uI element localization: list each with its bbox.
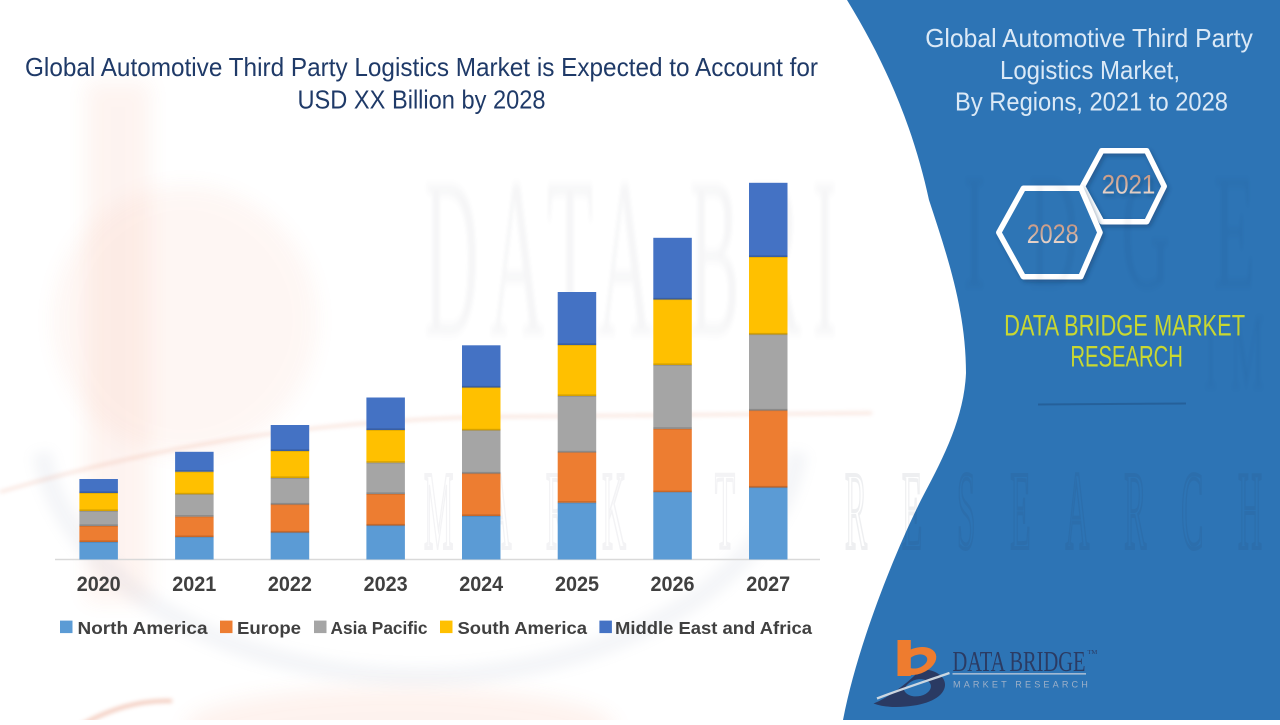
svg-text:Asia Pacific: Asia Pacific (331, 618, 428, 638)
svg-text:South America: South America (458, 618, 588, 638)
svg-text:Global Automotive Third Party: Global Automotive Third Party (925, 23, 1253, 53)
svg-text:By Regions, 2021 to 2028: By Regions, 2021 to 2028 (955, 87, 1228, 117)
svg-text:DATA BRIDGE: DATA BRIDGE (953, 647, 1086, 678)
svg-text:TM: TM (1199, 291, 1272, 412)
svg-text:2027: 2027 (746, 573, 790, 596)
svg-text:DATA BRIDGE MARKET: DATA BRIDGE MARKET (1004, 310, 1245, 343)
svg-text:MARKET RESEARCH: MARKET RESEARCH (953, 680, 1091, 690)
svg-text:Middle East and Africa: Middle East and Africa (615, 618, 812, 638)
svg-text:Global Automotive Third Party: Global Automotive Third Party Logistics … (25, 52, 818, 82)
svg-text:2026: 2026 (651, 573, 695, 596)
svg-text:2021: 2021 (1102, 170, 1156, 200)
svg-text:2021: 2021 (172, 573, 216, 596)
svg-text:2028: 2028 (1027, 219, 1079, 249)
svg-text:RESEARCH: RESEARCH (1070, 341, 1183, 374)
svg-text:Europe: Europe (237, 618, 301, 638)
svg-text:North America: North America (78, 618, 208, 638)
svg-text:2022: 2022 (268, 573, 312, 596)
svg-text:2025: 2025 (555, 573, 599, 596)
svg-text:Logistics Market,: Logistics Market, (1000, 55, 1180, 85)
svg-text:TM: TM (1088, 649, 1098, 656)
svg-text:2024: 2024 (459, 573, 503, 596)
svg-text:USD XX Billion by 2028: USD XX Billion by 2028 (298, 85, 546, 115)
svg-text:2023: 2023 (364, 573, 408, 596)
svg-text:2020: 2020 (77, 573, 121, 596)
